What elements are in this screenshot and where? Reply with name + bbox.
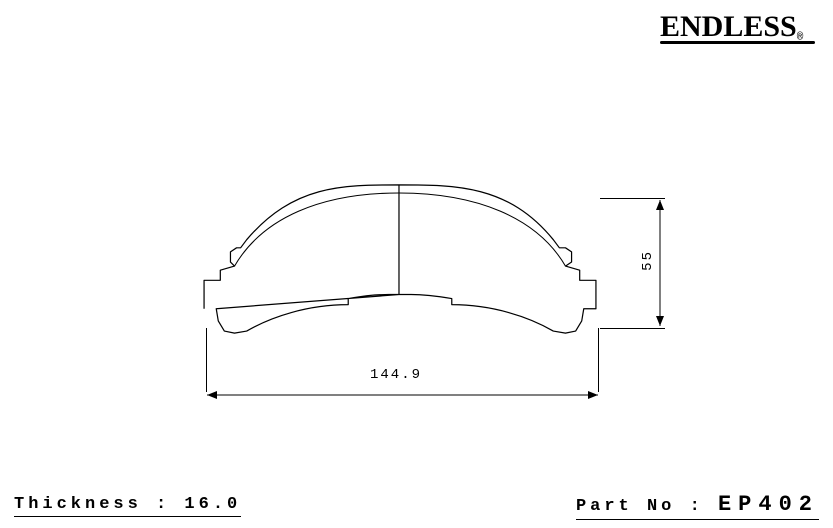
brand-logo: ENDLESS®	[660, 10, 815, 44]
dim-width-label: 144.9	[370, 367, 422, 383]
thickness-label: Thickness :	[14, 495, 184, 514]
dim-width-extline-left	[206, 328, 207, 392]
partno-value: EP402	[718, 492, 819, 517]
thickness-block: Thickness : 16.0	[14, 495, 241, 517]
registered-mark: ®	[797, 32, 804, 44]
brake-pad-inner-left	[235, 193, 399, 266]
page-canvas: ENDLESS® 144.9 55 Thickness : 16.0	[0, 0, 833, 528]
partno-block: Part No : EP402	[576, 492, 819, 520]
dim-width-extline-right	[598, 328, 599, 392]
brake-pad-inner-right	[399, 193, 565, 266]
partno-label: Part No :	[576, 497, 718, 516]
brake-pad-drawing	[200, 170, 600, 350]
brake-pad-svg	[200, 170, 600, 350]
dim-height-extline-bottom	[600, 328, 665, 329]
dim-height-label: 55	[640, 250, 656, 271]
footer-bar: Thickness : 16.0 Part No : EP402	[0, 484, 833, 528]
thickness-value: 16.0	[184, 495, 241, 514]
dim-width-arrow	[205, 385, 600, 405]
brand-logo-text: ENDLESS	[660, 10, 797, 43]
brake-pad-outline	[204, 185, 596, 333]
